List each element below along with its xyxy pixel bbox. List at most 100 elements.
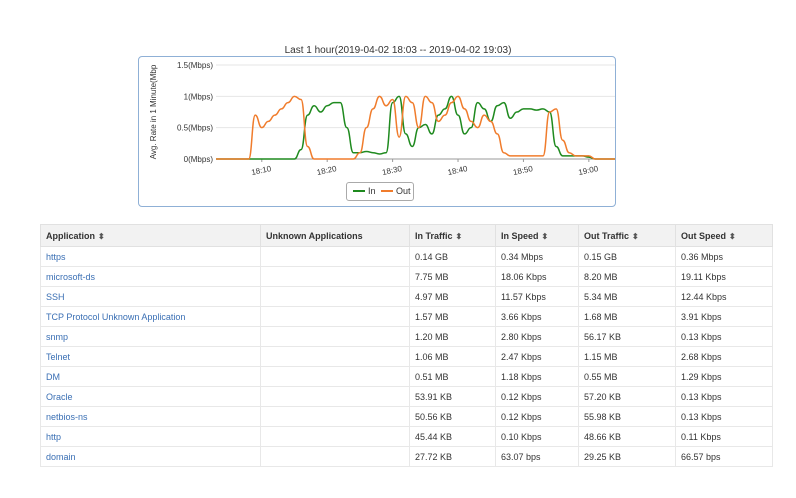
header-out-traffic[interactable]: Out Traffic ⬍: [578, 224, 676, 247]
header-in-traffic[interactable]: In Traffic ⬍: [409, 224, 496, 247]
application-link[interactable]: Oracle: [46, 391, 73, 402]
cell-in-speed: 0.34 Mbps: [495, 246, 579, 267]
cell-in-speed: 3.66 Kbps: [495, 306, 579, 327]
x-tick-label: 18:20: [316, 164, 338, 177]
cell-out-traffic: 29.25 KB: [578, 446, 676, 467]
table-body: https 0.14 GB 0.34 Mbps 0.15 GB 0.36 Mbps mic…: [40, 246, 773, 467]
cell-application: domain: [40, 446, 261, 467]
y-tick-label: 1(Mbps): [184, 92, 214, 101]
cell-unknown-applications: [260, 326, 410, 347]
cell-in-traffic: 50.56 KB: [409, 406, 496, 427]
application-link[interactable]: snmp: [46, 331, 69, 342]
cell-in-traffic: 1.57 MB: [409, 306, 496, 327]
cell-out-speed: 66.57 bps: [675, 446, 773, 467]
cell-unknown-applications: [260, 366, 410, 387]
cell-in-speed: 1.18 Kbps: [495, 366, 579, 387]
traffic-chart-svg: 0(Mbps) 0.5(Mbps) 1(Mbps) 1.5(Mbps) Avg. Rat…: [149, 61, 615, 177]
application-link[interactable]: TCP Protocol Unknown Application: [46, 311, 186, 322]
cell-application: Telnet: [40, 346, 261, 367]
cell-application: https: [40, 246, 261, 267]
cell-in-traffic: 53.91 KB: [409, 386, 496, 407]
legend-label-out: Out: [396, 186, 411, 196]
series-line-out: [216, 95, 615, 160]
table-row[interactable]: http 45.44 KB 0.10 Kbps 48.66 KB 0.11 Kbps: [40, 426, 773, 447]
application-link[interactable]: https: [46, 251, 66, 262]
cell-unknown-applications: [260, 286, 410, 307]
cell-out-traffic: 1.15 MB: [578, 346, 676, 367]
cell-out-traffic: 0.55 MB: [578, 366, 676, 387]
cell-out-traffic: 48.66 KB: [578, 426, 676, 447]
legend-item-out[interactable]: Out: [381, 186, 411, 196]
cell-out-traffic: 0.15 GB: [578, 246, 676, 267]
sort-icon[interactable]: ⬍: [98, 231, 105, 241]
application-link[interactable]: SSH: [46, 291, 65, 302]
table-row[interactable]: domain 27.72 KB 63.07 bps 29.25 KB 66.57 bps: [40, 446, 773, 467]
cell-in-traffic: 0.51 MB: [409, 366, 496, 387]
cell-out-speed: 3.91 Kbps: [675, 306, 773, 327]
cell-unknown-applications: [260, 346, 410, 367]
x-tick-label: 19:00: [578, 164, 600, 177]
table-row[interactable]: TCP Protocol Unknown Application 1.57 MB 3…: [40, 306, 773, 327]
cell-out-speed: 12.44 Kbps: [675, 286, 773, 307]
cell-out-traffic: 8.20 MB: [578, 266, 676, 287]
table-row[interactable]: DM 0.51 MB 1.18 Kbps 0.55 MB 1.29 Kbps: [40, 366, 773, 387]
cell-application: DM: [40, 366, 261, 387]
y-axis-title: Avg. Rate in 1 Minute(Mbp: [149, 64, 158, 159]
traffic-chart: 0(Mbps) 0.5(Mbps) 1(Mbps) 1.5(Mbps) Avg. Rat…: [138, 56, 616, 207]
cell-in-speed: 18.06 Kbps: [495, 266, 579, 287]
header-in-speed[interactable]: In Speed ⬍: [495, 224, 579, 247]
cell-out-speed: 0.13 Kbps: [675, 386, 773, 407]
table-row[interactable]: Telnet 1.06 MB 2.47 Kbps 1.15 MB 2.68 Kbps: [40, 346, 773, 367]
cell-application: SSH: [40, 286, 261, 307]
header-out-speed[interactable]: Out Speed ⬍: [675, 224, 773, 247]
table-row[interactable]: https 0.14 GB 0.34 Mbps 0.15 GB 0.36 Mbps: [40, 246, 773, 267]
cell-out-speed: 1.29 Kbps: [675, 366, 773, 387]
application-table-container: Application ⬍ Unknown Applications In Tra…: [40, 224, 773, 467]
sort-icon[interactable]: ⬍: [632, 231, 639, 241]
header-application[interactable]: Application ⬍: [40, 224, 261, 247]
legend-swatch-in: [353, 190, 365, 192]
application-link[interactable]: http: [46, 431, 62, 442]
application-link[interactable]: netbios-ns: [46, 411, 88, 422]
cell-out-traffic: 55.98 KB: [578, 406, 676, 427]
application-link[interactable]: domain: [46, 451, 76, 462]
cell-in-speed: 2.80 Kbps: [495, 326, 579, 347]
application-table: Application ⬍ Unknown Applications In Tra…: [40, 224, 773, 467]
application-link[interactable]: DM: [46, 371, 60, 382]
cell-unknown-applications: [260, 246, 410, 267]
table-row[interactable]: Oracle 53.91 KB 0.12 Kbps 57.20 KB 0.13 Kbps: [40, 386, 773, 407]
legend-item-in[interactable]: In: [353, 186, 376, 196]
cell-out-traffic: 5.34 MB: [578, 286, 676, 307]
cell-in-traffic: 1.20 MB: [409, 326, 496, 347]
y-tick-label: 0.5(Mbps): [177, 124, 213, 133]
cell-in-speed: 0.12 Kbps: [495, 386, 579, 407]
sort-icon[interactable]: ⬍: [729, 231, 736, 241]
x-tick-label: 18:50: [512, 164, 534, 177]
cell-unknown-applications: [260, 306, 410, 327]
table-row[interactable]: microsoft-ds 7.75 MB 18.06 Kbps 8.20 MB 19.1…: [40, 266, 773, 287]
legend-swatch-out: [381, 190, 393, 192]
table-row[interactable]: netbios-ns 50.56 KB 0.12 Kbps 55.98 KB 0.13 …: [40, 406, 773, 427]
cell-out-speed: 2.68 Kbps: [675, 346, 773, 367]
cell-out-traffic: 56.17 KB: [578, 326, 676, 347]
cell-in-speed: 0.12 Kbps: [495, 406, 579, 427]
cell-in-traffic: 0.14 GB: [409, 246, 496, 267]
cell-in-traffic: 4.97 MB: [409, 286, 496, 307]
sort-icon[interactable]: ⬍: [541, 231, 549, 241]
chart-title: Last 1 hour(2019-04-02 18:03 -- 2019-04-…: [284, 45, 512, 56]
y-tick-label: 1.5(Mbps): [177, 61, 213, 70]
x-tick-label: 18:30: [381, 164, 403, 177]
cell-out-speed: 0.11 Kbps: [675, 426, 773, 447]
application-link[interactable]: Telnet: [46, 351, 71, 362]
legend-label-in: In: [368, 186, 376, 196]
table-row[interactable]: SSH 4.97 MB 11.57 Kbps 5.34 MB 12.44 Kbps: [40, 286, 773, 307]
cell-out-traffic: 57.20 KB: [578, 386, 676, 407]
sort-icon[interactable]: ⬍: [455, 231, 463, 241]
cell-application: http: [40, 426, 261, 447]
table-row[interactable]: snmp 1.20 MB 2.80 Kbps 56.17 KB 0.13 Kbps: [40, 326, 773, 347]
cell-application: snmp: [40, 326, 261, 347]
cell-unknown-applications: [260, 446, 410, 467]
application-link[interactable]: microsoft-ds: [46, 271, 96, 282]
cell-in-traffic: 7.75 MB: [409, 266, 496, 287]
y-tick-label: 0(Mbps): [184, 155, 214, 164]
